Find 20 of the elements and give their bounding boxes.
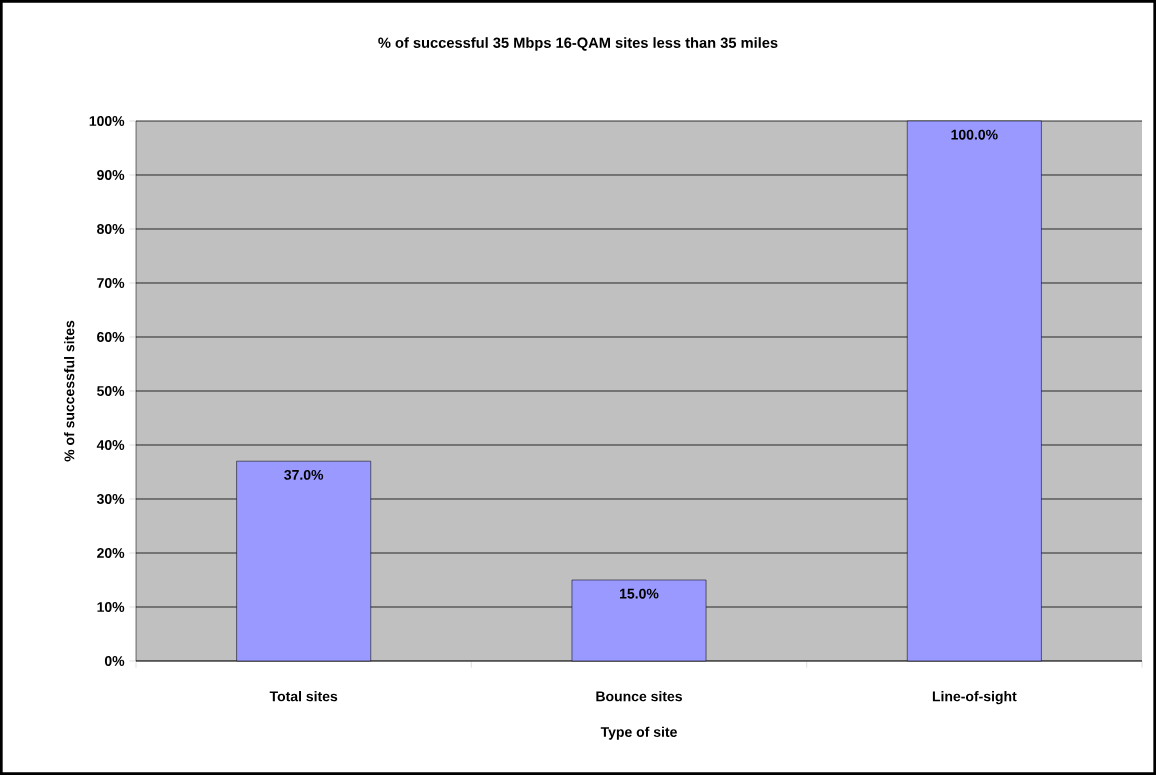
y-tick-label: 60% (97, 332, 125, 342)
y-tick-label: 80% (97, 224, 125, 234)
y-tick-label: 10% (97, 602, 125, 612)
data-label: 37.0% (284, 469, 324, 480)
y-tick-label: 90% (97, 170, 125, 180)
y-tick-label: 0% (104, 656, 125, 666)
y-tick-label: 50% (97, 386, 125, 396)
y-axis-title: % of successful sites (64, 320, 75, 462)
chart-title: % of successful 35 Mbps 16-QAM sites less than 35 miles (378, 37, 778, 51)
y-tick-label: 70% (97, 278, 125, 288)
x-tick-label: Line-of-sight (932, 691, 1017, 705)
x-tick-label: Bounce sites (596, 691, 682, 702)
y-tick-label: 100% (89, 116, 125, 126)
y-tick-label: 40% (96, 440, 125, 450)
data-label: 100.0% (951, 129, 998, 140)
y-tick-label: 30% (96, 494, 125, 504)
data-label: 15.0% (620, 588, 659, 599)
x-tick-label: Total sites (269, 691, 338, 702)
y-tick-label: 20% (97, 548, 125, 558)
x-axis-title: Type of site (600, 726, 677, 740)
